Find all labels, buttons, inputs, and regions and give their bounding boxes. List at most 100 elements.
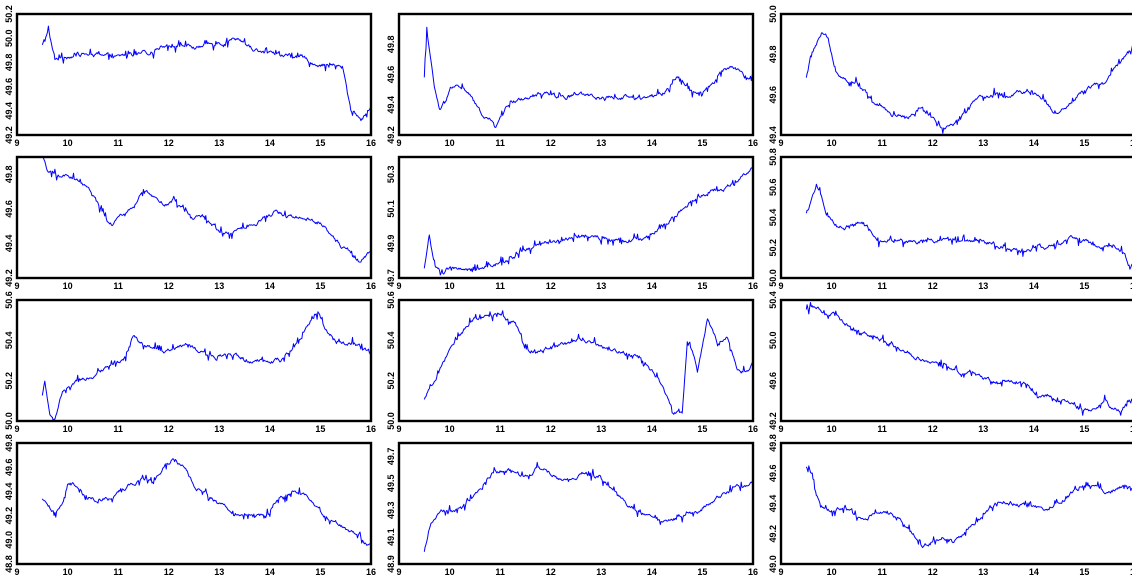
y-tick-label: 49.3 (386, 501, 396, 519)
x-tick-label: 14 (265, 424, 275, 434)
x-tick-label: 10 (827, 281, 837, 291)
x-tick-label: 12 (546, 424, 556, 434)
x-tick-label: 14 (265, 138, 275, 148)
x-tick-label: 9 (14, 424, 19, 434)
x-tick-label: 13 (978, 424, 988, 434)
x-tick-label: 14 (265, 281, 275, 291)
y-tick-label: 50.2 (386, 372, 396, 390)
y-tick-label: 50.6 (386, 291, 396, 309)
chart-panel: 9 10 11 12 13 14 15 16 49.2 49.4 49.6 49.8 50.0 50.2 (0, 5, 376, 149)
y-tick-label: 50.0 (768, 5, 778, 23)
x-tick-label: 15 (697, 424, 707, 434)
y-tick-label: 49.7 (386, 269, 396, 287)
plot-frame (397, 298, 755, 423)
x-tick-label: 13 (214, 424, 224, 434)
y-tick-label: 49.6 (4, 78, 14, 96)
y-tick-label: 49.4 (768, 495, 778, 513)
x-tick-label: 11 (877, 424, 887, 434)
x-tick-label: 12 (928, 424, 938, 434)
series-line (423, 461, 754, 552)
plot-frame (397, 441, 755, 566)
series-line (41, 311, 372, 422)
x-tick-label: 13 (214, 567, 224, 577)
chart-svg: 9 10 11 12 13 14 15 16 50.0 50.2 50.4 50.6 (4, 291, 376, 434)
x-tick-label: 16 (1130, 424, 1132, 434)
y-tick-label: 49.4 (386, 96, 396, 114)
chart-panel: 9 10 11 12 13 14 15 16 48.8 49.0 49.2 49.4 49.6 49.8 (0, 434, 376, 578)
y-tick-label: 48.9 (386, 555, 396, 573)
chart-panel: 9 10 11 12 13 14 15 16 49.4 49.6 49.8 50.0 (764, 5, 1132, 149)
series-line (423, 310, 754, 415)
x-tick-label: 16 (1130, 567, 1132, 577)
x-tick-label: 13 (978, 138, 988, 148)
chart-svg: 9 10 11 12 13 14 15 16 49.2 49.6 50.0 50.4 (768, 291, 1132, 434)
y-tick-label: 49.4 (4, 235, 14, 253)
y-tick-label: 49.6 (4, 458, 14, 476)
x-tick-label: 14 (647, 281, 657, 291)
x-tick-label: 15 (315, 138, 325, 148)
y-tick-label: 49.8 (386, 36, 396, 54)
y-tick-label: 49.2 (386, 126, 396, 144)
x-tick-label: 10 (63, 424, 73, 434)
y-tick-label: 50.6 (4, 291, 14, 309)
y-tick-label: 49.6 (768, 464, 778, 482)
y-tick-label: 49.6 (768, 372, 778, 390)
x-tick-label: 14 (647, 138, 657, 148)
plot-frame (779, 155, 1132, 280)
plot-frame (15, 12, 373, 137)
y-tick-label: 50.4 (768, 291, 778, 309)
series-line (423, 167, 754, 276)
series-line (41, 156, 372, 263)
x-tick-label: 15 (697, 281, 707, 291)
chart-panel: 9 10 11 12 13 14 15 16 49.2 49.4 49.6 49.8 (0, 149, 376, 292)
chart-panel: 9 10 11 12 13 14 15 16 50.0 50.2 50.4 50.6 (0, 291, 376, 435)
x-tick-label: 9 (14, 138, 19, 148)
x-tick-label: 15 (315, 567, 325, 577)
x-tick-label: 15 (1079, 567, 1089, 577)
chart-svg: 9 10 11 12 13 14 15 16 49.2 49.4 49.6 49.8 (386, 12, 758, 148)
x-tick-label: 9 (778, 281, 783, 291)
x-tick-label: 16 (748, 138, 758, 148)
y-tick-label: 49.5 (386, 475, 396, 493)
x-tick-label: 14 (1029, 567, 1039, 577)
x-tick-label: 9 (14, 281, 19, 291)
x-tick-label: 16 (366, 567, 376, 577)
x-tick-label: 13 (596, 424, 606, 434)
x-tick-label: 10 (445, 424, 455, 434)
series-line (41, 458, 372, 547)
x-tick-label: 11 (877, 567, 887, 577)
x-tick-label: 16 (366, 281, 376, 291)
x-tick-label: 11 (495, 138, 505, 148)
x-tick-label: 11 (495, 424, 505, 434)
x-tick-label: 13 (214, 281, 224, 291)
y-tick-label: 49.2 (768, 525, 778, 543)
x-tick-label: 10 (63, 138, 73, 148)
x-tick-label: 14 (647, 567, 657, 577)
y-tick-label: 49.4 (4, 102, 14, 120)
x-tick-label: 9 (14, 567, 19, 577)
y-tick-label: 49.6 (768, 86, 778, 104)
chart-svg: 9 10 11 12 13 14 15 16 50.0 50.2 50.4 50.6 (386, 291, 758, 434)
chart-panel: 9 10 11 12 13 14 15 16 50.0 50.2 50.4 50.6 (382, 291, 758, 435)
chart-panel: 9 10 11 12 13 14 15 16 49.2 49.6 50.0 50.4 (764, 291, 1132, 435)
plot-frame (397, 12, 755, 137)
y-tick-label: 50.4 (768, 209, 778, 227)
chart-panel: 9 10 11 12 13 14 15 16 48.9 49.1 49.3 49.5 49.7 (382, 435, 758, 578)
x-tick-label: 11 (113, 424, 123, 434)
y-tick-label: 50.0 (4, 412, 14, 430)
y-tick-label: 50.0 (386, 412, 396, 430)
plot-frame (779, 12, 1132, 137)
x-tick-label: 11 (495, 281, 505, 291)
series-line (805, 465, 1132, 549)
x-tick-label: 14 (1029, 138, 1039, 148)
y-tick-label: 49.4 (768, 126, 778, 144)
x-tick-label: 12 (928, 281, 938, 291)
x-tick-label: 10 (827, 567, 837, 577)
plot-frame (15, 441, 373, 566)
x-tick-label: 16 (748, 567, 758, 577)
x-tick-label: 12 (546, 138, 556, 148)
x-tick-label: 15 (1079, 138, 1089, 148)
x-tick-label: 15 (697, 138, 707, 148)
x-tick-label: 16 (748, 281, 758, 291)
